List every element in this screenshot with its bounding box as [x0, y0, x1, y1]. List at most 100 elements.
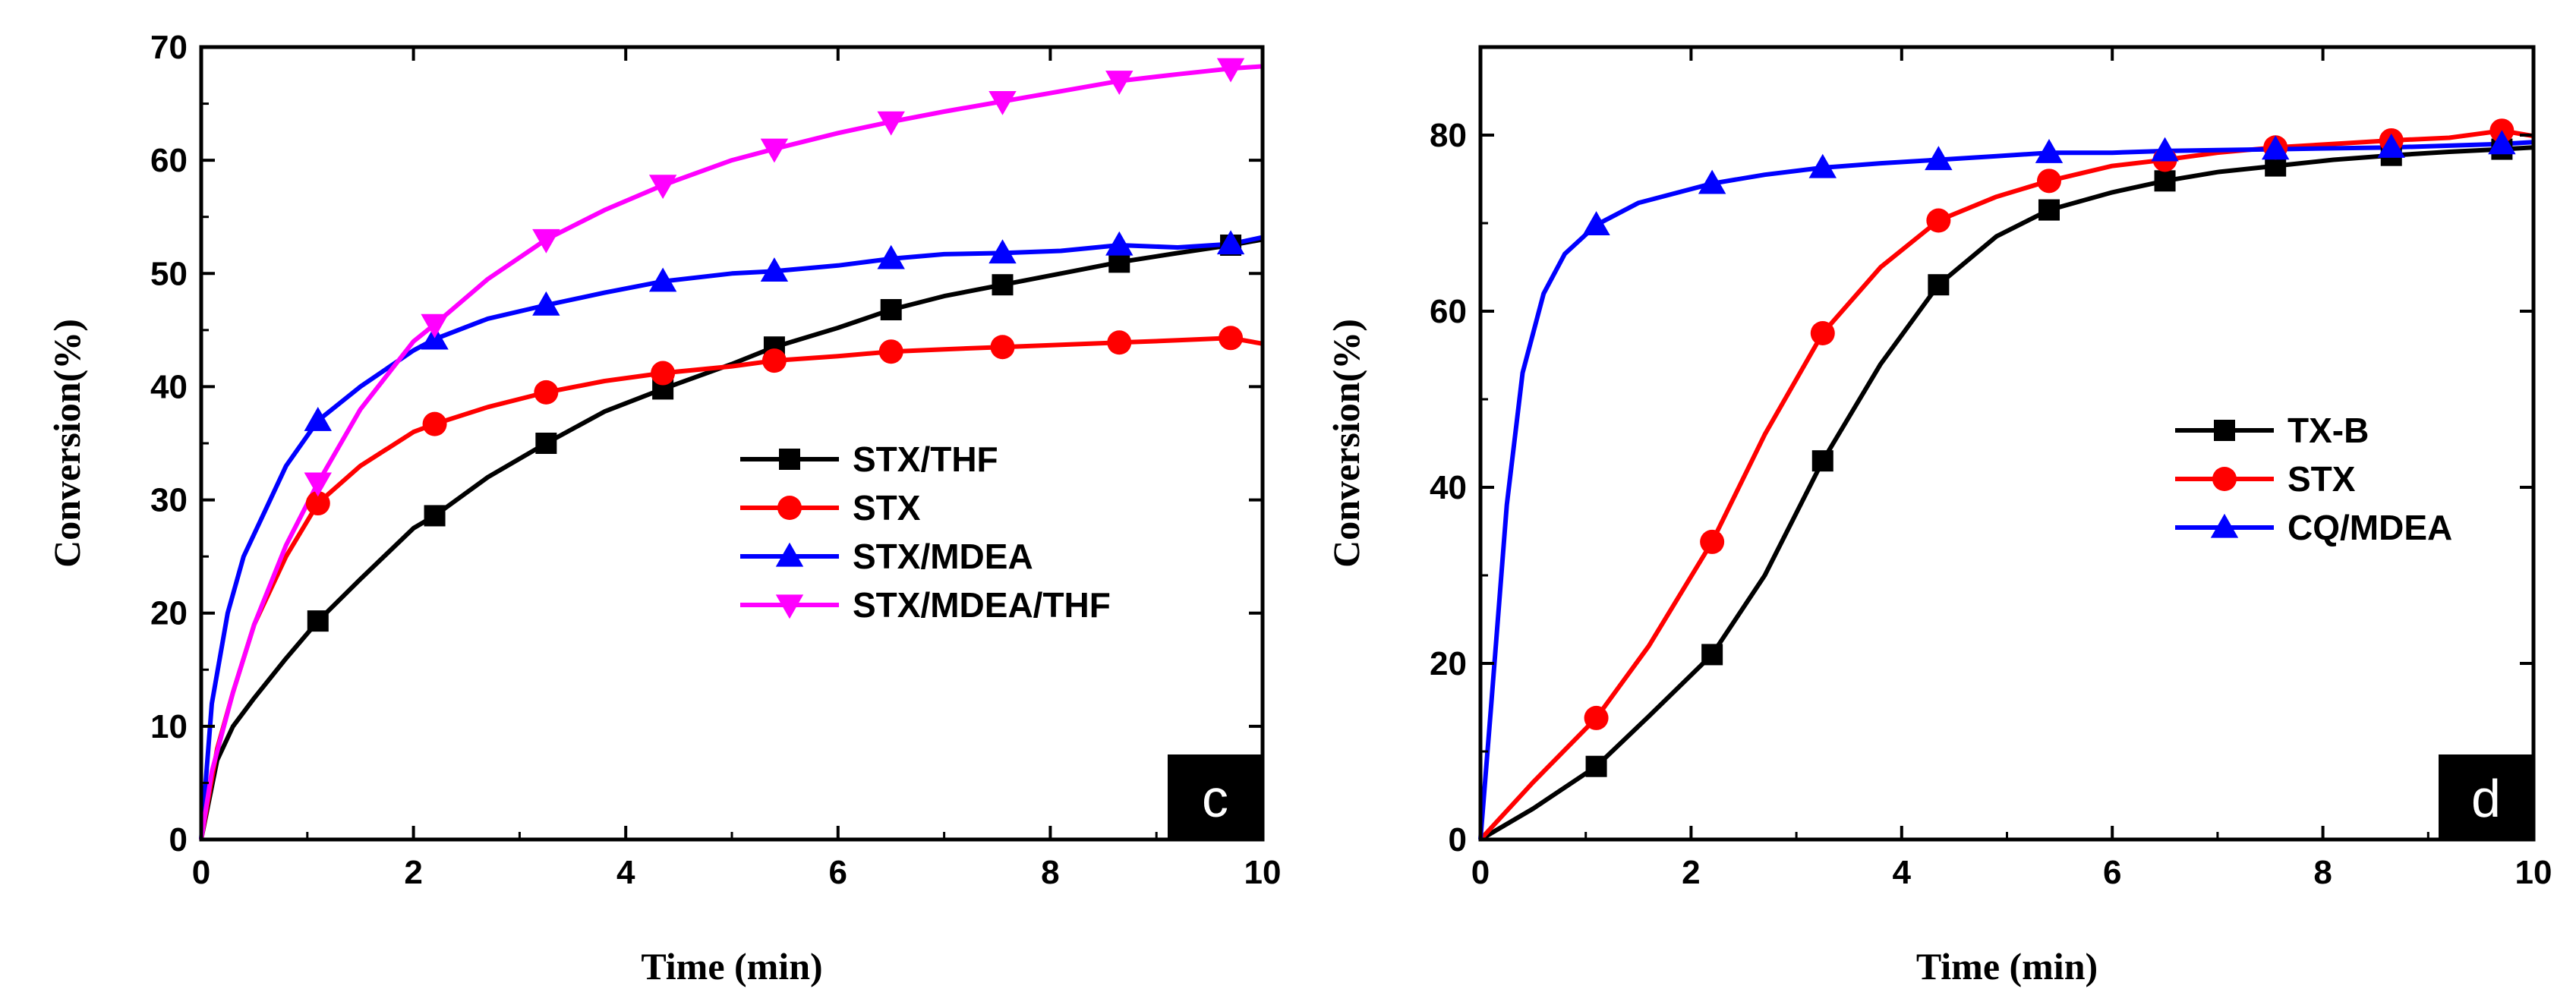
series-line-stx-mdea	[199, 235, 1263, 840]
data-point-stx-1	[422, 411, 447, 436]
panel-label-box	[2439, 754, 2533, 839]
y-tick-label: 40	[150, 368, 188, 405]
data-point-stx-thf-1	[424, 505, 446, 527]
data-point-stx-mdea-4	[760, 257, 789, 282]
y-tick-label: 30	[150, 482, 188, 519]
data-point-stx-5	[878, 339, 903, 364]
panel-label: d	[2471, 769, 2501, 828]
data-point-stx-6	[990, 335, 1015, 360]
y-tick-label: 60	[150, 142, 188, 179]
y-tick-label: 70	[150, 29, 188, 66]
legend-label-stx: STX	[2288, 459, 2356, 499]
data-point-tx-b-1	[1701, 644, 1723, 666]
data-point-stx-mdea-thf-5	[877, 111, 905, 136]
legend-label-tx-b: TX-B	[2288, 411, 2369, 450]
data-point-stx-0	[1584, 705, 1609, 730]
y-tick-label: 10	[150, 708, 188, 745]
x-tick-label: 0	[1471, 854, 1490, 891]
legend-label-stx-thf: STX/THF	[853, 439, 998, 479]
data-point-cq-mdea-8	[2488, 130, 2516, 155]
data-point-tx-b-2	[1811, 450, 1833, 472]
data-point-stx-7	[1107, 330, 1132, 355]
data-point-stx-2	[534, 380, 559, 405]
series-line-stx	[199, 335, 1263, 840]
data-point-tx-b-3	[1928, 274, 1950, 296]
data-point-stx-3	[651, 361, 676, 386]
data-point-stx-mdea-thf-4	[760, 138, 789, 163]
data-point-cq-mdea-5	[2151, 137, 2179, 162]
x-tick-label: 6	[829, 854, 847, 891]
data-point-stx-mdea-thf-0	[304, 472, 332, 497]
y-axis-title: Conversion(%)	[1325, 319, 1367, 568]
data-point-cq-mdea-3	[1925, 146, 1953, 171]
data-point-stx-mdea-thf-1	[421, 313, 449, 339]
y-tick-label: 20	[150, 595, 188, 632]
legend-marker-stx-thf	[779, 449, 800, 470]
plot-frame	[199, 45, 1265, 842]
y-axis-title: Conversion(%)	[46, 319, 88, 568]
data-point-stx-mdea-7	[1105, 231, 1134, 256]
legend-marker-stx-mdea-thf	[775, 594, 804, 619]
legend-marker-stx-mdea	[775, 542, 804, 567]
x-tick-label: 2	[404, 854, 422, 891]
legend-marker-tx-b	[2214, 420, 2235, 441]
data-point-stx-thf-5	[880, 299, 902, 321]
legend-label-stx: STX	[853, 488, 921, 528]
chart-panel-d: 0 2 4 6 8 10 0 20 40 60 80 Time (min) Conversion(%) d…	[1325, 45, 2552, 988]
data-point-tx-b-5	[2154, 170, 2176, 192]
y-tick-label: 50	[150, 255, 188, 292]
x-tick-label: 10	[1244, 854, 1282, 891]
data-point-cq-mdea-4	[2035, 139, 2064, 163]
x-tick-label: 2	[1682, 854, 1700, 891]
y-tick-label: 40	[1430, 469, 1467, 506]
chart-panel-c: 0 2 4 6 8 10 0 10 20 30 40 50 60 70 Time (min) Conversi…	[46, 29, 1281, 988]
data-point-stx-mdea-3	[648, 267, 677, 292]
x-tick-label: 8	[2313, 854, 2332, 891]
data-point-cq-mdea-0	[1582, 211, 1610, 235]
series-line-cq-mdea	[1478, 140, 2534, 840]
legend-label-stx-mdea-thf: STX/MDEA/THF	[853, 585, 1111, 625]
data-point-stx-mdea-8	[1216, 230, 1245, 255]
panel-label: c	[1202, 769, 1228, 828]
data-point-cq-mdea-2	[1808, 153, 1837, 178]
data-point-stx-mdea-6	[988, 239, 1017, 264]
data-point-cq-mdea-6	[2261, 135, 2290, 160]
legend-label-stx-mdea: STX/MDEA	[853, 537, 1033, 576]
y-tick-label: 20	[1430, 645, 1467, 682]
series-line-stx	[1478, 128, 2534, 842]
data-point-stx-mdea-2	[532, 291, 560, 316]
data-point-stx-mdea-thf-8	[1216, 58, 1245, 83]
data-point-stx-2	[1810, 321, 1835, 345]
x-tick-label: 4	[616, 854, 635, 891]
legend-marker-stx	[777, 496, 802, 520]
y-tick-label: 0	[1449, 821, 1467, 858]
data-point-stx-mdea-0	[304, 406, 332, 431]
y-tick-label: 60	[1430, 293, 1467, 330]
legend-marker-cq-mdea	[2210, 513, 2239, 538]
data-point-tx-b-0	[1585, 755, 1607, 777]
data-point-stx-4	[2036, 169, 2061, 194]
data-point-stx-thf-0	[307, 610, 329, 632]
data-point-cq-mdea-7	[2377, 134, 2405, 158]
data-point-stx-4	[761, 348, 787, 373]
data-point-stx-1	[1700, 529, 1725, 554]
data-point-stx-0	[305, 491, 330, 516]
data-point-stx-mdea-thf-3	[648, 175, 677, 200]
y-tick-label: 80	[1430, 117, 1467, 154]
x-axis-title: Time (min)	[641, 945, 822, 988]
data-point-stx-mdea-thf-6	[988, 90, 1017, 115]
data-point-stx-mdea-thf-2	[532, 228, 560, 254]
x-tick-label: 6	[2103, 854, 2121, 891]
legend-marker-stx	[2212, 467, 2237, 491]
data-point-stx-thf-2	[535, 433, 557, 454]
data-point-stx-8	[1219, 326, 1244, 351]
data-point-tx-b-4	[2038, 199, 2060, 221]
series-line-stx-mdea-thf	[199, 64, 1263, 840]
x-tick-label: 0	[192, 854, 210, 891]
data-point-stx-mdea-5	[877, 244, 905, 269]
y-tick-label: 0	[169, 821, 188, 858]
x-axis-title: Time (min)	[1916, 945, 2098, 988]
series-line-tx-b	[1479, 145, 2534, 842]
data-point-stx-mdea-thf-7	[1105, 71, 1134, 95]
